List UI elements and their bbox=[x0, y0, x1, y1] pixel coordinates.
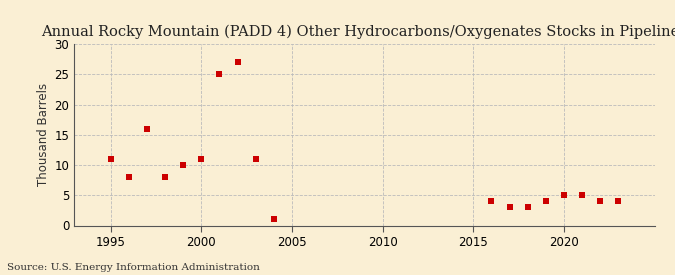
Y-axis label: Thousand Barrels: Thousand Barrels bbox=[37, 83, 51, 186]
Point bbox=[595, 199, 605, 204]
Title: Annual Rocky Mountain (PADD 4) Other Hydrocarbons/Oxygenates Stocks in Pipelines: Annual Rocky Mountain (PADD 4) Other Hyd… bbox=[42, 24, 675, 39]
Point bbox=[522, 205, 533, 210]
Point bbox=[105, 157, 116, 161]
Point bbox=[178, 163, 188, 167]
Point bbox=[142, 126, 153, 131]
Point bbox=[269, 217, 279, 222]
Point bbox=[214, 72, 225, 76]
Text: Source: U.S. Energy Information Administration: Source: U.S. Energy Information Administ… bbox=[7, 263, 260, 272]
Point bbox=[576, 193, 587, 197]
Point bbox=[250, 157, 261, 161]
Point bbox=[559, 193, 570, 197]
Point bbox=[541, 199, 551, 204]
Point bbox=[613, 199, 624, 204]
Point bbox=[196, 157, 207, 161]
Point bbox=[159, 175, 170, 179]
Point bbox=[486, 199, 497, 204]
Point bbox=[504, 205, 515, 210]
Point bbox=[124, 175, 134, 179]
Point bbox=[232, 60, 243, 64]
